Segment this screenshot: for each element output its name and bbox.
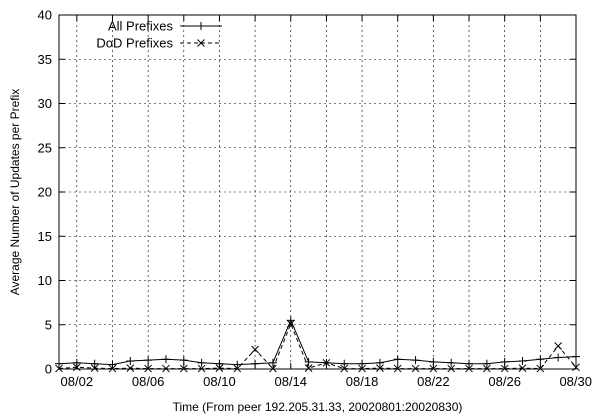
- y-tick-label: 25: [38, 140, 52, 155]
- x-tick-label: 08/18: [346, 374, 379, 389]
- legend-label: DoD Prefixes: [96, 36, 173, 51]
- data-point-all-prefixes: [197, 358, 206, 367]
- data-point-all-prefixes: [482, 359, 491, 368]
- legend-label: All Prefixes: [108, 19, 174, 34]
- data-point-dod-prefixes: [90, 364, 99, 372]
- data-point-dod-prefixes: [304, 364, 313, 372]
- data-point-dod-prefixes: [518, 364, 527, 372]
- y-tick-label: 30: [38, 96, 52, 111]
- y-tick-label: 10: [38, 273, 52, 288]
- data-point-all-prefixes: [126, 357, 135, 366]
- y-tick-label: 0: [45, 362, 52, 377]
- x-tick-label: 08/06: [132, 374, 165, 389]
- tick-labels: 0 5 10 15 20 25 30 35 40 08/02 08/06 08/10 08/14 08/1…: [38, 8, 592, 390]
- data-point-all-prefixes: [375, 358, 384, 367]
- data-point-dod-prefixes: [376, 364, 384, 372]
- x-tick-label: 08/10: [203, 374, 236, 389]
- x-tick-label: 08/30: [559, 374, 592, 389]
- data-point-all-prefixes: [411, 356, 420, 365]
- y-tick-label: 20: [38, 185, 52, 200]
- y-tick-label: 15: [38, 229, 52, 244]
- data-point-dod-prefixes: [126, 364, 135, 372]
- data-point-dod-prefixes: [322, 358, 331, 367]
- x-tick-label: 08/22: [417, 374, 450, 389]
- data-point-all-prefixes: [233, 360, 242, 369]
- legend-marker-plus: [197, 22, 205, 30]
- x-tick-label: 08/14: [274, 374, 307, 389]
- y-tick-label: 35: [38, 52, 52, 67]
- x-tick-label: 08/26: [488, 374, 521, 389]
- x-axis-title: Time (From peer 192.205.31.33, 20020801:…: [173, 400, 463, 414]
- data-point-all-prefixes: [268, 358, 277, 367]
- x-tick-label: 08/02: [61, 374, 94, 389]
- legend-marker-cross: [197, 39, 205, 47]
- y-axis-title: Average Number of Updates per Prefix: [8, 89, 22, 296]
- data-point-all-prefixes: [393, 355, 402, 364]
- data-point-all-prefixes: [518, 357, 527, 366]
- y-tick-label: 5: [45, 317, 52, 332]
- grid: [59, 15, 576, 369]
- data-point-dod-prefixes: [286, 320, 295, 328]
- legend: All Prefixes DoD Prefixes: [96, 19, 222, 51]
- data-point-all-prefixes: [90, 359, 99, 368]
- data-point-all-prefixes: [536, 355, 545, 364]
- data-point-all-prefixes: [161, 355, 170, 364]
- data-point-all-prefixes: [179, 356, 188, 365]
- y-tick-label: 40: [38, 8, 52, 23]
- data-point-all-prefixes: [447, 358, 456, 367]
- data-point-all-prefixes: [286, 316, 295, 325]
- data-point-dod-prefixes: [251, 345, 259, 354]
- tick-marks: [59, 14, 577, 370]
- data-point-all-prefixes: [554, 353, 563, 362]
- data-point-dod-prefixes: [554, 342, 563, 350]
- data-point-all-prefixes: [340, 359, 349, 368]
- data-point-all-prefixes: [304, 357, 313, 366]
- data-point-all-prefixes: [144, 356, 153, 365]
